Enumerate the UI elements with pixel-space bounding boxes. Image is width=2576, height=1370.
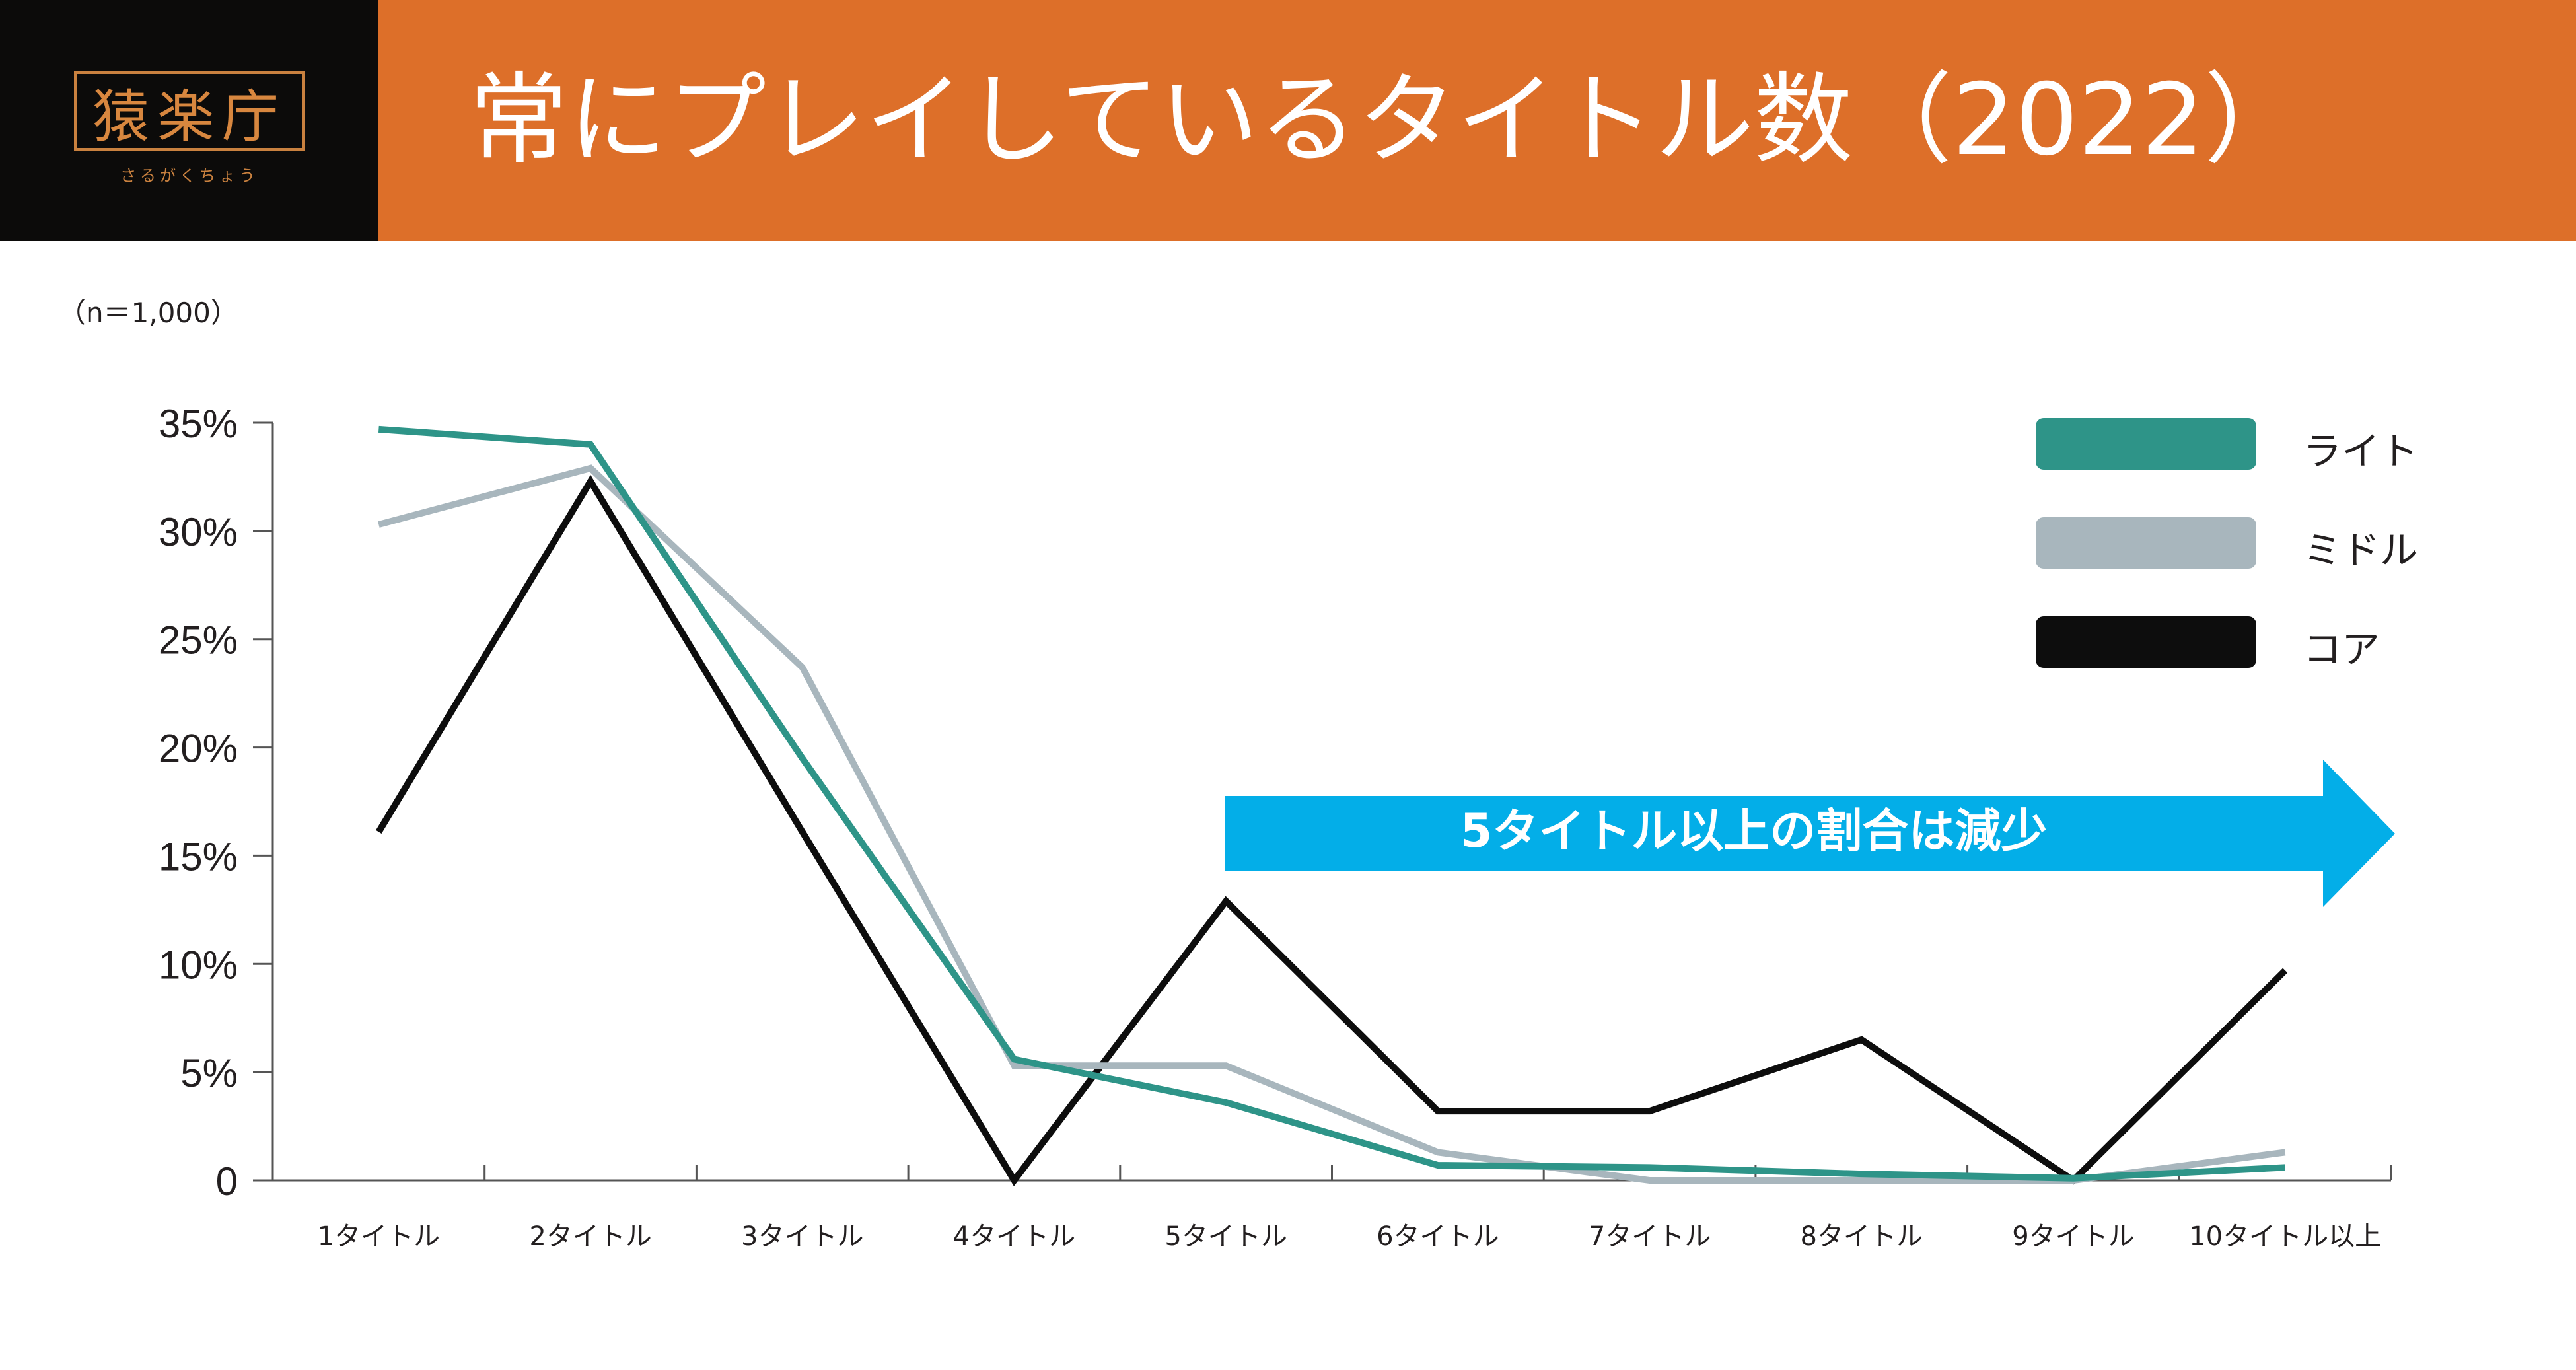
x-tick-label: 1タイトル [318,1221,440,1252]
legend-label: コア [2303,627,2380,672]
trend-annotation: 5タイトル以上の割合は減少 [1225,760,2395,907]
x-tick-label: 6タイトル [1377,1221,1499,1252]
series-line-core [376,474,2288,1186]
legend-item: ライト [2036,415,2432,474]
series-line-middle [378,464,2286,1184]
y-tick-label: 0 [216,1159,238,1204]
y-tick-label: 20% [159,727,238,771]
y-tick-label: 35% [159,402,238,446]
logo-frame: 猿楽庁 [74,71,305,151]
legend-item: コア [2036,613,2432,672]
x-tick-label: 2タイトル [529,1221,651,1252]
legend-item: ミドル [2036,514,2432,573]
chart-lines [376,425,2288,1186]
y-tick-label: 15% [159,834,238,879]
legend-swatch [2036,418,2256,470]
x-tick-label: 9タイトル [2012,1221,2134,1252]
trend-arrow-label: 5タイトル以上の割合は減少 [1460,804,2048,858]
legend-label: ライト [2303,429,2419,474]
legend-swatch [2036,517,2256,569]
legend-swatch [2036,616,2256,668]
y-tick-labels: 0 5% 10% 15% 20% 25% 30% 35% [159,402,238,1204]
trend-arrow-shape [1225,760,2395,907]
header-banner [0,0,2576,241]
y-tick-label: 5% [180,1051,238,1095]
x-tick-label: 7タイトル [1589,1221,1711,1252]
x-tick-label: 8タイトル [1801,1221,1923,1252]
y-tick-label: 10% [159,943,238,987]
x-tick-label: 3タイトル [741,1221,863,1252]
x-tick-label: 4タイトル [953,1221,1075,1252]
y-tick-label: 30% [159,510,238,554]
logo: 猿楽庁 さるがくちょう [0,0,378,241]
y-tick-label: 25% [159,618,238,663]
series-line-light [378,425,2285,1182]
logo-subtext: さるがくちょう [120,166,259,185]
x-tick-labels: 1タイトル 2タイトル 3タイトル 4タイトル 5タイトル 6タイトル 7タイトル 8タイトル… [318,1221,2381,1252]
sample-size-note: （n＝1,000） [58,297,238,329]
logo-text: 猿楽庁 [92,83,287,150]
legend-label: ミドル [2303,528,2419,573]
x-tick-label: 5タイトル [1164,1221,1287,1252]
page-title: 常にプレイしているタイトル数（2022） [469,63,2304,178]
x-tick-label: 10タイトル以上 [2189,1221,2381,1252]
